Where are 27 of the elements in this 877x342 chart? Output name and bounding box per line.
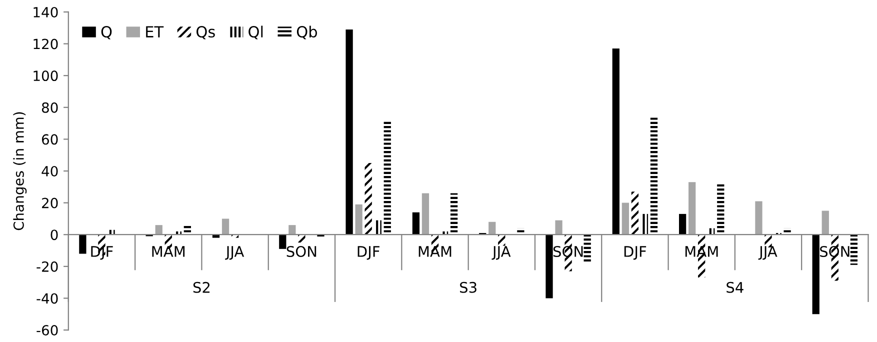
y-tick-label: -20 xyxy=(36,261,58,272)
y-tick-label: 40 xyxy=(42,166,58,176)
legend-label: Qs xyxy=(196,26,215,40)
y-tick-label: 100 xyxy=(34,70,58,82)
legend-label: Q xyxy=(101,26,112,40)
y-tick-label: -60 xyxy=(36,325,58,336)
legend-label: Ql xyxy=(248,26,263,40)
annotation: S2 xyxy=(193,282,210,293)
y-tick-label: -40 xyxy=(36,293,58,304)
x-tick-label: DJF xyxy=(624,246,646,260)
y-tick-label: 80 xyxy=(42,102,58,113)
y-tick-label: 0 xyxy=(50,230,58,240)
x-tick-label: JJA xyxy=(225,246,244,260)
legend-label: ET xyxy=(146,26,164,38)
annotation: S3 xyxy=(460,282,476,293)
x-tick-label: DJF xyxy=(358,246,380,260)
x-tick-label: MAM xyxy=(152,246,185,257)
x-tick-label: SON xyxy=(286,246,316,258)
y-tick-label: 140 xyxy=(34,6,58,18)
legend-label: Qb xyxy=(296,26,317,40)
x-tick-label: JJA xyxy=(758,246,778,260)
y-tick-label: 120 xyxy=(34,38,58,50)
y-tick-label: 20 xyxy=(42,198,58,208)
x-tick-label: JJA xyxy=(492,246,511,260)
y-tick-label: 60 xyxy=(42,134,58,145)
y-axis-title: Changes (in mm) xyxy=(13,112,27,230)
annotation: S4 xyxy=(726,282,744,293)
